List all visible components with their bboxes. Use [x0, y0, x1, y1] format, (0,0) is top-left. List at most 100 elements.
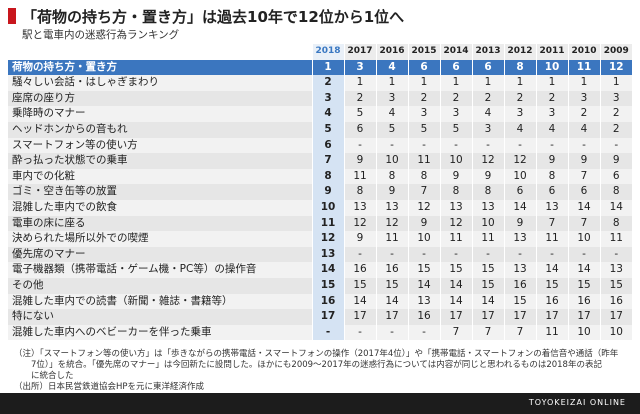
- year-header: 2014: [439, 44, 472, 60]
- table-row: 特にない 17 17 17 16 17 17 17 17 17 17: [8, 309, 632, 325]
- rank-cell: -: [439, 137, 472, 154]
- rank-cell: 17: [567, 309, 600, 325]
- table-row: 乗降時のマナー 4 5 4 3 3 4 3 3 2 2: [8, 106, 632, 122]
- rank-cell: 16: [375, 262, 408, 278]
- table-row: その他 15 15 15 14 14 15 16 15 15 15: [8, 277, 632, 294]
- rank-cell: 7: [535, 215, 568, 232]
- rank-cell: -: [503, 137, 536, 154]
- footer-bar: TOYOKEIZAI ONLINE: [0, 393, 640, 414]
- rank-cell: 5: [375, 121, 408, 138]
- rank-cell: 8: [503, 59, 536, 76]
- table-row: ヘッドホンからの音もれ 5 6 5 5 5 3 4 4 4 2: [8, 121, 632, 138]
- row-label: 特にない: [12, 310, 54, 323]
- rank-cell: 16: [567, 293, 600, 310]
- rank-cell: 12: [343, 215, 376, 232]
- rank-cell: 7: [407, 184, 440, 200]
- rank-cell: 15: [407, 262, 440, 278]
- year-header: 2013: [471, 44, 504, 60]
- rank-cell: 17: [439, 309, 472, 325]
- table-row: 酔っ払った状態での乗車 7 9 10 11 10 12 12 9 9 9: [8, 153, 632, 169]
- row-label: 荷物の持ち方・置き方: [12, 60, 117, 73]
- rank-cell: 2: [567, 106, 600, 122]
- rank-cell: 11: [599, 231, 632, 247]
- rank-cell: 17: [343, 309, 376, 325]
- rank-cell: 9: [535, 153, 568, 169]
- year-header: 2016: [375, 44, 408, 60]
- rank-cell: 17: [311, 309, 344, 325]
- note-line-2: 7位）」を統合。「優先席のマナー」は今回新たに設問した。ほかにも2009～201…: [14, 360, 602, 370]
- row-label: スマートフォン等の使い方: [12, 138, 138, 151]
- rank-cell: -: [343, 137, 376, 154]
- rank-cell: 10: [471, 215, 504, 232]
- rank-cell: 13: [535, 199, 568, 216]
- rank-cell: 7: [439, 324, 472, 341]
- rank-cell: 15: [599, 277, 632, 294]
- rank-cell: -: [599, 137, 632, 154]
- rank-cell: 2: [599, 106, 632, 122]
- rank-cell: 7: [503, 324, 536, 341]
- rank-cell: 3: [439, 106, 472, 122]
- rank-cell: 4: [311, 106, 344, 122]
- rank-cell: 9: [311, 184, 344, 200]
- rank-cell: -: [375, 246, 408, 263]
- year-header: 2009: [599, 44, 632, 60]
- rank-cell: 4: [471, 106, 504, 122]
- rank-cell: -: [471, 137, 504, 154]
- rank-cell: -: [567, 137, 600, 154]
- rank-cell: 14: [535, 262, 568, 278]
- rank-cell: 14: [599, 199, 632, 216]
- rank-cell: 2: [311, 75, 344, 91]
- rank-cell: 7: [567, 215, 600, 232]
- year-header: 2015: [407, 44, 440, 60]
- rank-cell: 17: [599, 309, 632, 325]
- rank-cell: 1: [311, 59, 344, 76]
- page-subtitle: 駅と電車内の迷惑行為ランキング: [22, 29, 180, 41]
- rank-cell: 7: [311, 153, 344, 169]
- table-row: 混雑した車内での読書（新聞・雑誌・書籍等） 16 14 14 13 14 14 15 16 16 1…: [8, 293, 632, 310]
- rank-cell: 17: [471, 309, 504, 325]
- rank-cell: 6: [343, 121, 376, 138]
- row-label: 決められた場所以外での喫煙: [12, 232, 149, 245]
- rank-cell: -: [471, 246, 504, 263]
- rank-cell: 2: [503, 90, 536, 107]
- rank-cell: -: [567, 246, 600, 263]
- row-label: 酔っ払った状態での乗車: [12, 154, 128, 167]
- note-line-3: に統合した: [14, 371, 74, 381]
- rank-cell: 10: [535, 59, 568, 76]
- rank-cell: 11: [311, 215, 344, 232]
- rank-cell: 13: [343, 199, 376, 216]
- ranking-table: 2018 2017 2016 2015 2014 2013 2012 2011 2010 2009…: [8, 44, 632, 341]
- rank-cell: 10: [407, 231, 440, 247]
- rank-cell: 3: [407, 106, 440, 122]
- rank-cell: -: [535, 246, 568, 263]
- rank-cell: 15: [503, 293, 536, 310]
- table-row: 電子機器類（携帯電話・ゲーム機・PC等）の操作音 14 16 16 15 15 15 13 14…: [8, 262, 632, 278]
- rank-cell: -: [343, 324, 376, 341]
- rank-cell: 15: [343, 277, 376, 294]
- rank-cell: 4: [375, 106, 408, 122]
- rank-cell: 9: [439, 168, 472, 185]
- rank-cell: 4: [503, 121, 536, 138]
- rank-cell: 12: [311, 231, 344, 247]
- rank-cell: 9: [471, 168, 504, 185]
- rank-cell: 12: [599, 59, 632, 76]
- row-label: 乗降時のマナー: [12, 107, 86, 120]
- rank-cell: 10: [503, 168, 536, 185]
- rank-cell: 1: [535, 75, 568, 91]
- rank-cell: 6: [567, 184, 600, 200]
- rank-cell: 15: [311, 277, 344, 294]
- rank-cell: 6: [503, 184, 536, 200]
- table-row: 決められた場所以外での喫煙 12 9 11 10 11 11 13 11 10 11: [8, 231, 632, 247]
- rank-cell: 3: [471, 121, 504, 138]
- rank-cell: 6: [599, 168, 632, 185]
- rank-cell: -: [311, 324, 344, 341]
- row-label: 電子機器類（携帯電話・ゲーム機・PC等）の操作音: [12, 263, 257, 276]
- rank-cell: 17: [503, 309, 536, 325]
- year-header: 2010: [567, 44, 600, 60]
- table-row: 荷物の持ち方・置き方 1 3 4 6 6 6 8 10 11 12: [8, 59, 632, 76]
- rank-cell: -: [375, 324, 408, 341]
- rank-cell: 13: [471, 199, 504, 216]
- rank-cell: 3: [503, 106, 536, 122]
- rank-cell: 12: [375, 215, 408, 232]
- rank-cell: 11: [471, 231, 504, 247]
